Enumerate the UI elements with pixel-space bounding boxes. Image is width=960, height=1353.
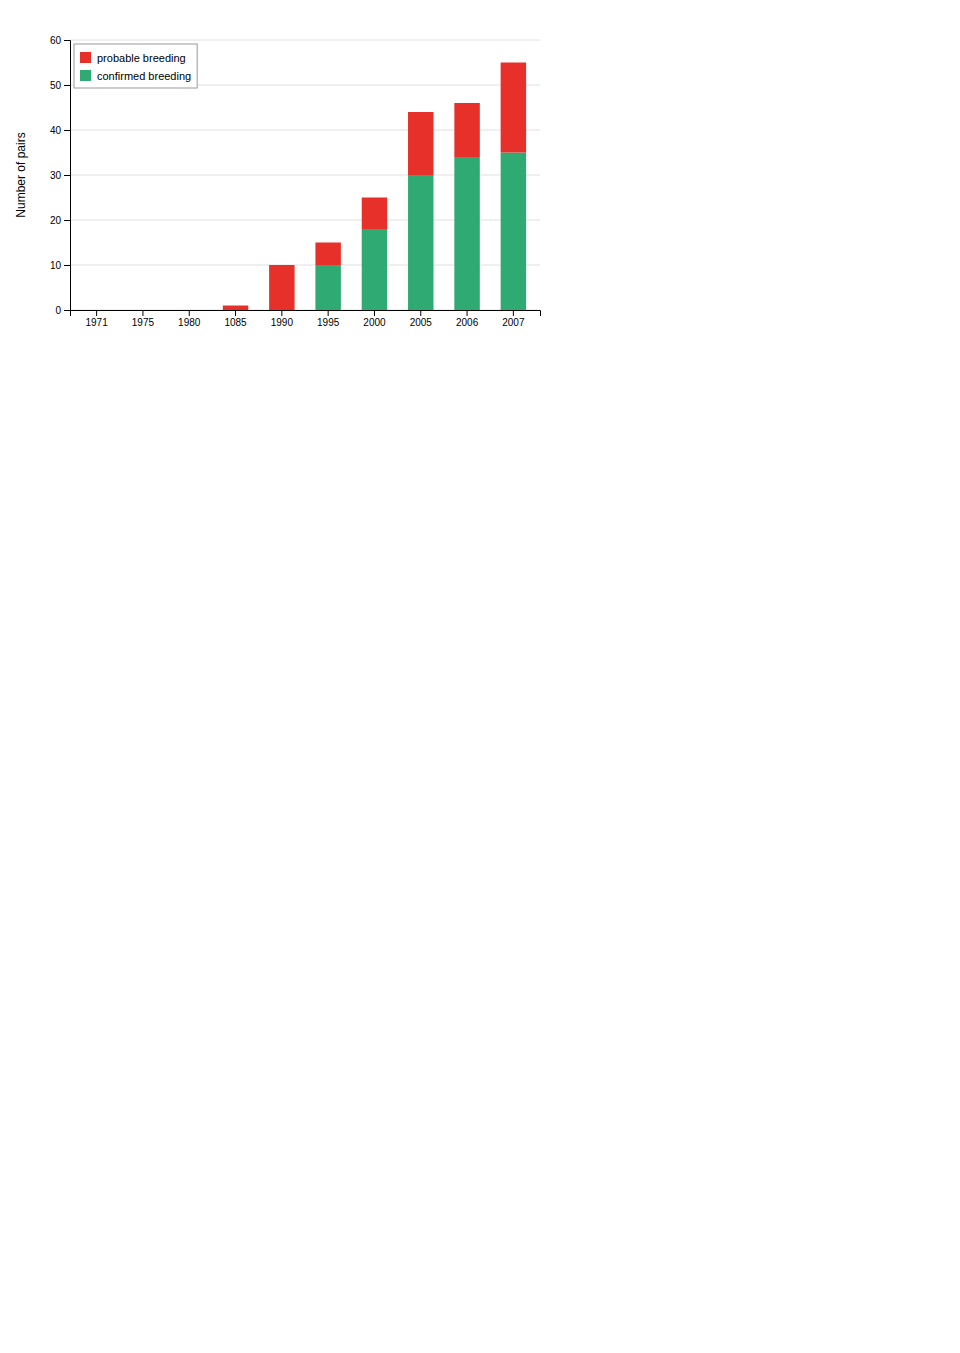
- grid-line: [70, 40, 540, 41]
- x-tick-label: 1995: [317, 317, 340, 328]
- x-tick: 1990: [271, 310, 294, 328]
- bar: [408, 112, 433, 175]
- legend: probable breeding confirmed breeding: [74, 44, 197, 88]
- chart-root: 1971 1975 1980 1085 1990 1995 2000 2005 2006 2007…: [0, 0, 960, 1353]
- x-tick: 1980: [178, 310, 201, 328]
- y-tick-mark: [64, 85, 70, 86]
- bar: [84, 310, 109, 311]
- bar: [501, 63, 526, 153]
- bar: [501, 153, 526, 311]
- x-tick-mark: [189, 310, 190, 316]
- x-axis-line: [71, 311, 541, 317]
- x-tick: 2006: [456, 310, 479, 328]
- x-tick-label: 1971: [86, 317, 109, 328]
- x-tick-label: 2006: [456, 317, 479, 328]
- x-tick: 1971: [86, 310, 109, 328]
- x-tick-mark: [374, 310, 375, 316]
- bar: [362, 198, 387, 230]
- y-tick-label: 50: [50, 80, 62, 91]
- y-tick-label: 10: [50, 260, 62, 271]
- bar: [269, 265, 294, 310]
- x-tick-mark: [96, 310, 97, 316]
- y-tick-mark: [64, 310, 70, 311]
- bar: [408, 175, 433, 310]
- x-tick-label: 2005: [410, 317, 433, 328]
- x-tick-label: 2007: [502, 317, 525, 328]
- y-tick-mark: [64, 40, 70, 41]
- y-tick: 60: [50, 35, 70, 46]
- y-axis: 0 10 20 30 40 50 60: [50, 35, 71, 316]
- x-tick-mark: [467, 310, 468, 316]
- y-tick-label: 40: [50, 125, 62, 136]
- x-axis: 1971 1975 1980 1085 1990 1995 2000 2005 2006 2007: [71, 310, 541, 328]
- y-axis-line: [64, 41, 71, 311]
- y-tick-mark: [64, 220, 70, 221]
- x-tick-mark: [281, 310, 282, 316]
- y-tick-label: 0: [55, 305, 61, 316]
- x-tick: 2007: [502, 310, 525, 328]
- y-tick: 0: [55, 305, 70, 316]
- bar: [454, 103, 479, 157]
- x-tick-label: 1975: [132, 317, 155, 328]
- bar: [223, 306, 248, 311]
- x-tick: 1975: [132, 310, 155, 328]
- y-tick: 40: [50, 125, 70, 136]
- grid: [70, 40, 540, 310]
- y-tick: 30: [50, 170, 70, 181]
- legend-label: confirmed breeding: [97, 70, 191, 82]
- bar: [177, 310, 202, 311]
- bar: [454, 157, 479, 310]
- x-tick: 2005: [410, 310, 433, 328]
- legend-item: confirmed breeding: [80, 70, 191, 82]
- y-tick-label: 60: [50, 35, 62, 46]
- x-tick-label: 1085: [224, 317, 247, 328]
- y-tick-mark: [64, 265, 70, 266]
- bar-series: [315, 153, 526, 311]
- x-tick: 1995: [317, 310, 340, 328]
- x-tick-mark: [513, 310, 514, 316]
- y-tick-label: 20: [50, 215, 62, 226]
- bars: [223, 63, 526, 311]
- x-tick: 2000: [363, 310, 386, 328]
- legend-item: probable breeding: [80, 52, 186, 64]
- y-tick-label: 30: [50, 170, 62, 181]
- bar-series: [223, 63, 526, 311]
- legend-swatch: [80, 52, 91, 63]
- x-tick-mark: [328, 310, 329, 316]
- bar: [315, 265, 340, 310]
- x-tick-mark: [142, 310, 143, 316]
- bar: [130, 310, 155, 311]
- bar: [315, 243, 340, 266]
- x-tick-label: 2000: [363, 317, 386, 328]
- plot: 1971 1975 1980 1085 1990 1995 2000 2005 2006 2007…: [14, 35, 541, 328]
- y-tick: 50: [50, 80, 70, 91]
- bar: [177, 310, 202, 311]
- y-axis-title: Number of pairs: [14, 132, 28, 217]
- y-tick: 20: [50, 215, 70, 226]
- bar: [130, 310, 155, 311]
- x-tick-mark: [235, 310, 236, 316]
- x-tick: 1085: [224, 310, 247, 328]
- bar: [362, 229, 387, 310]
- y-tick: 10: [50, 260, 70, 271]
- y-tick-mark: [64, 130, 70, 131]
- legend-box: [74, 44, 197, 88]
- bar: [84, 310, 109, 311]
- y-tick-mark: [64, 175, 70, 176]
- x-tick-label: 1980: [178, 317, 201, 328]
- x-tick-label: 1990: [271, 317, 294, 328]
- legend-swatch: [80, 70, 91, 81]
- legend-label: probable breeding: [97, 52, 186, 64]
- x-tick-mark: [420, 310, 421, 316]
